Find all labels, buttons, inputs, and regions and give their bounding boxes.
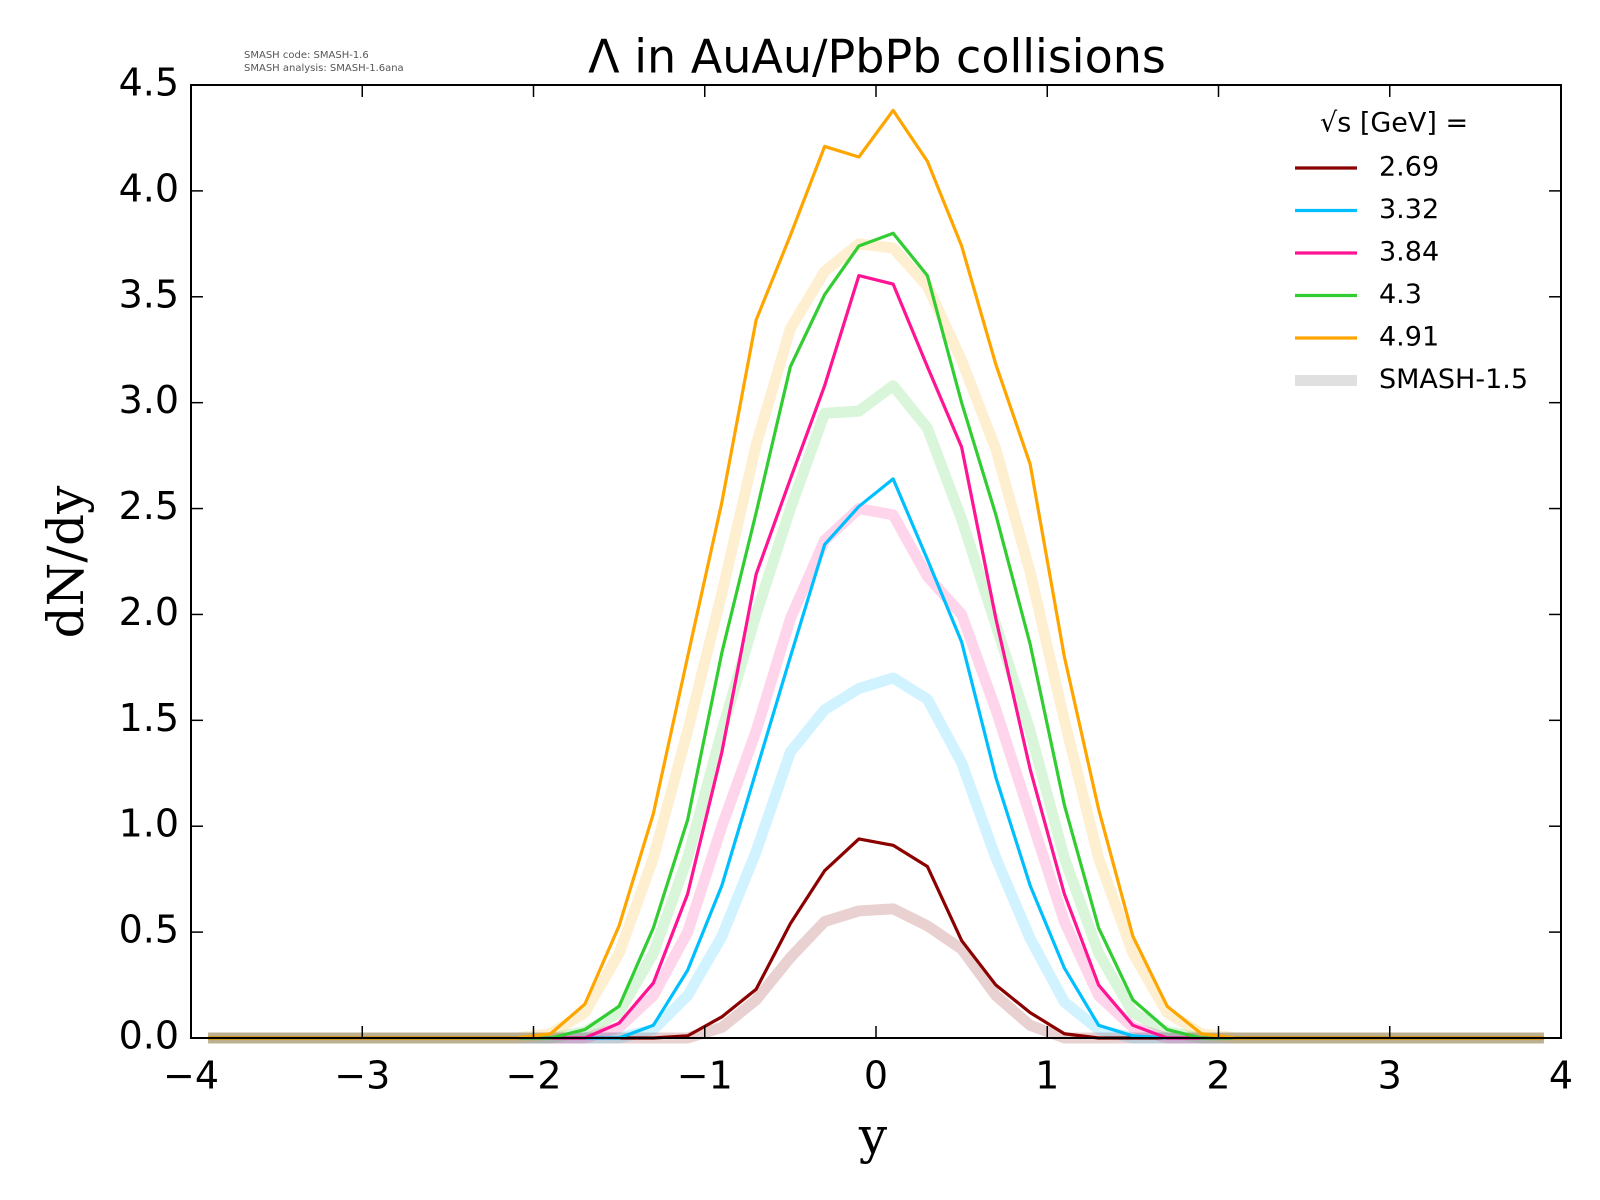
x-tick-label: 0 xyxy=(864,1054,888,1098)
plot-frame xyxy=(190,84,1562,1039)
series-line xyxy=(208,477,1544,1040)
x-tick-label: −2 xyxy=(505,1054,561,1098)
reference-line xyxy=(208,503,1544,1044)
x-tick-label: −3 xyxy=(334,1054,390,1098)
legend-label: 3.84 xyxy=(1379,237,1439,268)
note: SMASH analysis: SMASH-1.6ana xyxy=(244,63,404,74)
x-tick-label: 2 xyxy=(1206,1054,1230,1098)
y-tick-label: 3.5 xyxy=(119,272,179,316)
series-line xyxy=(208,837,1544,1040)
x-axis-label: y xyxy=(858,1107,888,1165)
y-tick-label: 1.0 xyxy=(119,802,179,846)
y-axis-label: dN/dy xyxy=(37,485,95,639)
legend-title: √s [GeV] = xyxy=(1320,108,1468,139)
reference-line xyxy=(208,903,1544,1044)
series-line xyxy=(208,274,1544,1040)
note: SMASH code: SMASH-1.6 xyxy=(244,50,369,61)
chart-title: Λ in AuAu/PbPb collisions xyxy=(588,30,1166,84)
y-tick-label: 1.5 xyxy=(119,696,179,740)
legend-label: 4.91 xyxy=(1379,322,1439,353)
y-tick-label: 4.0 xyxy=(119,166,179,210)
legend-label: SMASH-1.5 xyxy=(1379,364,1528,395)
y-tick-label: 3.0 xyxy=(119,378,179,422)
legend-label: 4.3 xyxy=(1379,279,1422,310)
y-tick-label: 4.5 xyxy=(119,61,179,105)
reference-line xyxy=(208,380,1544,1044)
reference-line xyxy=(208,672,1544,1044)
x-tick-label: 3 xyxy=(1378,1054,1402,1098)
y-tick-label: 0.0 xyxy=(119,1014,179,1058)
series-line xyxy=(208,231,1544,1040)
legend-label: 2.69 xyxy=(1379,152,1439,183)
y-tick-label: 2.0 xyxy=(119,590,179,634)
y-tick-label: 0.5 xyxy=(119,908,179,952)
x-tick-label: 4 xyxy=(1549,1054,1573,1098)
y-tick-label: 2.5 xyxy=(119,484,179,528)
x-tick-label: −1 xyxy=(677,1054,733,1098)
x-tick-label: −4 xyxy=(163,1054,219,1098)
x-tick-label: 1 xyxy=(1035,1054,1059,1098)
reference-line xyxy=(208,238,1544,1044)
legend-label: 3.32 xyxy=(1379,194,1439,225)
